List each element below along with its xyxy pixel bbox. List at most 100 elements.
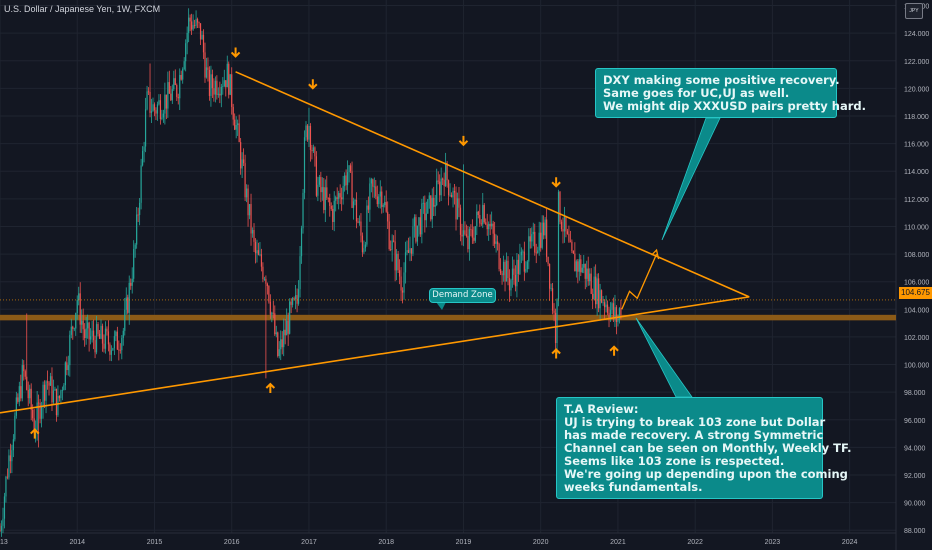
candle-body [513,268,515,275]
candle-body [296,295,298,304]
candle-body [283,329,285,348]
demand-zone-label[interactable]: Demand Zone [429,288,496,303]
candle-body [20,386,22,399]
candle-body [275,332,277,335]
candle-body [9,455,11,462]
candle-body [303,137,306,193]
ta-review-callout[interactable]: T.A Review: UJ is trying to break 103 zo… [556,397,852,499]
candle-body [188,17,190,33]
candle-body [321,187,323,193]
candle-body [245,188,248,198]
candle-body [272,312,274,314]
down-arrow-icon [551,177,561,188]
candle-body [177,96,179,99]
candle-body [522,251,524,253]
candle-body [442,178,444,180]
candle-body [557,191,560,300]
candle-body [293,298,295,300]
candle-body [351,171,353,208]
candle-body [349,165,352,172]
candle-body [575,261,577,272]
candle-body [110,350,113,355]
candle-body [480,223,482,225]
candle-body [355,199,358,222]
candle-body [574,253,576,272]
candle-body [394,241,396,271]
candle-body [243,159,245,164]
candle-body [159,100,162,119]
candle-body [306,125,309,140]
candle-body [439,181,441,196]
candle-body [299,256,301,290]
candle-body [6,476,9,478]
candle-body [69,334,71,366]
candle-body [345,175,347,186]
candle-body [286,320,288,336]
candle-body [165,94,167,109]
candle-body [485,222,487,225]
candle-body [568,233,570,242]
candle-body [474,226,476,241]
candle-body [201,34,203,40]
x-tick-label: 2016 [224,539,240,546]
candle-body [338,193,340,199]
x-tick-label: 2024 [842,539,858,546]
y-tick-label: 112.000 [904,197,929,204]
candle-body [214,80,216,95]
candle-body [199,23,202,40]
candle-body [208,69,211,96]
candle-body [598,278,600,309]
candle-body [580,259,582,273]
candle-body [66,362,68,371]
candle-body [453,190,456,193]
candle-body [98,333,101,339]
candle-body [289,301,291,334]
candle-body [225,80,227,88]
candle-body [528,236,530,262]
forecast-path [621,253,658,310]
candle-body [391,240,393,250]
candle-body [508,278,511,291]
candle-body [231,74,233,108]
candle-body [171,89,173,101]
resistance-trendline [235,71,750,298]
candle-body [152,104,154,112]
candle-body [220,86,222,96]
candle-body [88,322,90,340]
candle-body [563,216,566,232]
candle-body [79,293,81,325]
candle-body [30,388,32,410]
candle-body [186,32,188,44]
candle-body [49,376,52,386]
candle-body [40,406,43,419]
y-tick-label: 104.000 [904,307,929,314]
candle-body [317,184,319,196]
candle-body [590,273,592,294]
candle-body [348,165,350,173]
candle-body [499,269,502,274]
candle-body [185,43,187,62]
candle-body [614,307,616,318]
x-tick-label: 2013 [0,539,8,546]
candle-body [436,180,438,206]
y-tick-label: 100.000 [904,363,929,370]
candle-body [376,196,378,205]
candle-body [251,230,254,234]
candle-body [45,381,47,401]
down-arrow-icon [458,135,469,147]
x-tick-label: 2018 [378,539,394,546]
candle-body [107,331,110,345]
candle-body [143,146,145,151]
candle-body [97,324,99,334]
candle-body [196,18,199,23]
candle-body [161,117,163,119]
candle-body [565,216,567,232]
dxy-note-callout[interactable]: DXY making some positive recovery. Same … [595,68,866,118]
candle-body [603,302,606,308]
candle-body [228,63,230,95]
candle-body [431,197,433,220]
candle-body [207,67,209,70]
candle-body [507,260,509,279]
candle-body [238,123,240,143]
candle-body [121,337,123,351]
